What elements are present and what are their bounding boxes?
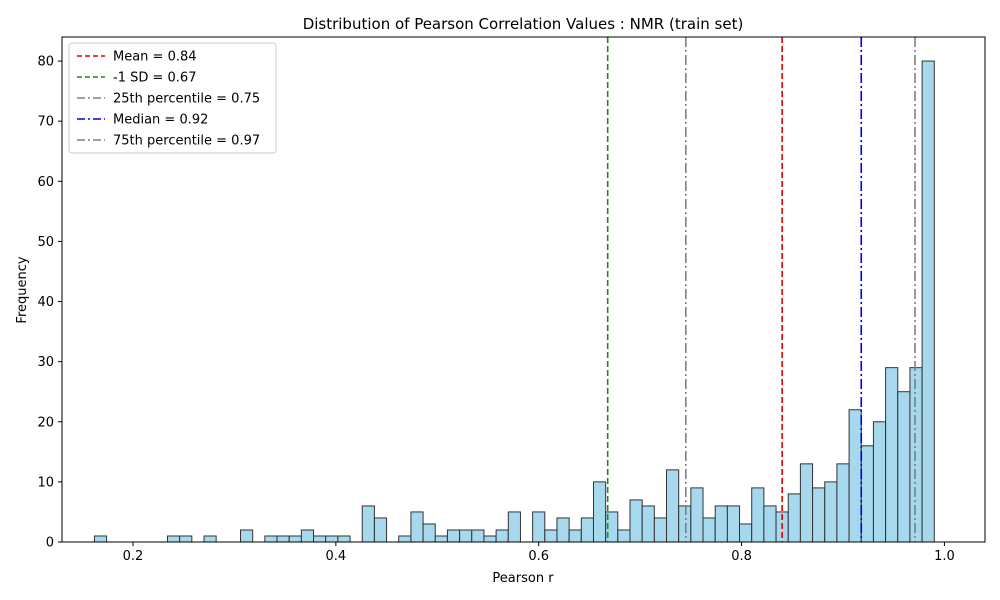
histogram-bar: [885, 367, 899, 543]
histogram-bar: [787, 493, 801, 543]
histogram-bar: [373, 517, 388, 543]
x-tick-label: 0.2: [123, 549, 144, 564]
histogram-bar: [812, 487, 826, 543]
histogram-bar: [617, 529, 631, 543]
histogram-bar: [739, 523, 753, 543]
x-tick-label: 0.8: [731, 549, 752, 564]
histogram-bar: [532, 511, 546, 543]
legend-label: 75th percentile = 0.97: [113, 134, 260, 149]
histogram-bar: [751, 487, 765, 543]
histogram-bar: [836, 463, 850, 543]
histogram-bar: [93, 535, 108, 543]
y-tick-label: 0: [46, 536, 54, 551]
histogram-bar: [410, 511, 424, 543]
histogram-bar: [361, 505, 375, 543]
histogram-bar: [288, 535, 302, 543]
plot-frame: [61, 36, 986, 543]
x-tick-label: 0.4: [326, 549, 347, 564]
x-tick-label: 1.0: [934, 549, 955, 564]
x-tick-label: 0.6: [528, 549, 549, 564]
histogram-bar: [568, 529, 582, 543]
legend: Mean = 0.84 -1 SD = 0.67 25th percentile =…: [68, 42, 277, 154]
histogram-bar: [678, 505, 692, 543]
histogram-bar: [203, 535, 217, 543]
histogram-bar: [666, 469, 680, 543]
x-axis-label: Pearson r: [492, 571, 554, 586]
histogram-bar: [483, 535, 497, 543]
histogram-bar: [337, 535, 351, 543]
histogram-bar: [641, 505, 655, 543]
histogram-bar: [921, 60, 935, 543]
legend-label: Median = 0.92: [113, 113, 208, 128]
histogram-bar: [166, 535, 181, 543]
histogram-bar: [897, 391, 911, 543]
histogram-bar: [544, 529, 558, 543]
legend-label: Mean = 0.84: [113, 50, 197, 65]
chart-title: Distribution of Pearson Correlation Valu…: [303, 15, 744, 33]
histogram-bar: [909, 367, 923, 543]
histogram-bar: [653, 517, 668, 543]
histogram-bar: [580, 517, 594, 543]
histogram-bar: [763, 505, 777, 543]
histogram-bar: [872, 421, 887, 543]
y-tick-label: 50: [37, 235, 54, 250]
histogram-bar: [495, 529, 509, 543]
histogram-bar: [325, 535, 339, 543]
histogram-bar: [422, 523, 436, 543]
histogram-bar: [264, 535, 278, 543]
histogram-bar: [799, 463, 814, 543]
histogram-bar: [726, 505, 741, 543]
histogram-bar: [179, 535, 193, 543]
histogram-bar: [398, 535, 412, 543]
legend-label: -1 SD = 0.67: [113, 71, 196, 86]
histogram-bar: [434, 535, 448, 543]
histogram-bar: [824, 481, 838, 543]
histogram-bar: [276, 535, 290, 543]
reference-lines-group: [606, 37, 916, 542]
x-axis-ticks: 0.2 0.4 0.6 0.8 1.0: [123, 542, 955, 564]
y-tick-label: 10: [37, 475, 54, 490]
histogram-bar: [459, 529, 473, 543]
legend-box: [68, 42, 277, 154]
y-tick-label: 20: [37, 415, 54, 430]
histogram-bar: [556, 517, 570, 543]
y-tick-label: 80: [37, 55, 54, 70]
y-axis-ticks: 0 10 20 30 40 50 60 70 80: [37, 55, 62, 551]
histogram-bar: [592, 481, 607, 543]
y-tick-label: 60: [37, 175, 54, 190]
histogram-bar: [860, 445, 874, 543]
legend-label: 25th percentile = 0.75: [113, 92, 260, 107]
y-axis-label: Frequency: [15, 256, 30, 323]
histogram-bar: [300, 529, 315, 543]
histogram-bar: [702, 517, 716, 543]
histogram-bar: [240, 529, 254, 543]
y-tick-label: 70: [37, 115, 54, 130]
histogram-bar: [313, 535, 327, 543]
y-tick-label: 30: [37, 355, 54, 370]
histogram-bar: [507, 511, 521, 543]
histogram-bar: [629, 499, 643, 543]
histogram-bar: [471, 529, 485, 543]
histogram-bar: [848, 409, 862, 543]
y-tick-label: 40: [37, 295, 54, 310]
histogram-bar: [446, 529, 461, 543]
histogram-bar: [714, 505, 728, 543]
histogram-bar: [690, 487, 704, 543]
